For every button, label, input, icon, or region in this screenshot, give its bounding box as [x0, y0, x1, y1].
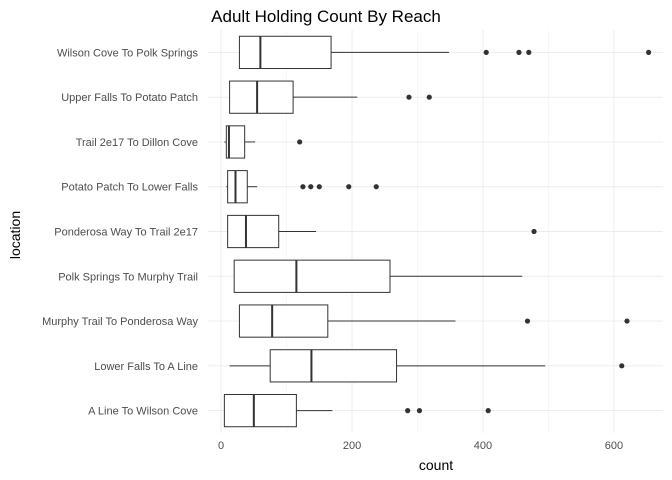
box-group — [238, 304, 630, 338]
outlier-point — [426, 94, 432, 100]
iqr-box — [269, 349, 398, 383]
iqr-box — [229, 80, 294, 114]
outlier-point — [416, 408, 423, 414]
box-group — [229, 349, 625, 383]
y-tick-label: Trail 2e17 To Dillon Cove — [76, 137, 198, 149]
y-tick-label: Polk Springs To Murphy Trail — [58, 271, 198, 283]
outlier-point — [405, 408, 411, 414]
outlier-point — [308, 184, 314, 190]
box-group — [233, 259, 523, 293]
box-group — [229, 80, 432, 114]
y-tick-label: Lower Falls To A Line — [94, 361, 198, 373]
x-tick-label: 0 — [218, 440, 224, 452]
x-tick-label: 600 — [605, 440, 623, 452]
outlier-point — [346, 184, 352, 190]
y-tick-label: Ponderosa Way To Trail 2e17 — [54, 227, 198, 239]
iqr-box — [227, 170, 248, 204]
box-group — [227, 214, 537, 249]
outlier-point — [645, 49, 652, 55]
x-tick-label: 200 — [343, 440, 361, 452]
outlier-point — [624, 318, 630, 324]
x-tick-label: 400 — [474, 440, 492, 452]
iqr-box — [227, 214, 280, 249]
outlier-point — [316, 184, 322, 190]
outlier-point — [619, 363, 625, 369]
y-tick-label: Upper Falls To Potato Patch — [61, 92, 198, 104]
y-axis-title: location — [7, 211, 23, 259]
outlier-point — [516, 49, 522, 55]
outlier-point — [485, 408, 491, 414]
y-tick-label: Wilson Cove To Polk Springs — [57, 47, 199, 59]
box-group — [223, 393, 491, 428]
x-axis-title: count — [419, 457, 453, 473]
outlier-point — [406, 94, 412, 100]
outlier-point — [531, 228, 537, 235]
iqr-box — [233, 259, 391, 293]
box-series — [223, 35, 652, 428]
iqr-box — [238, 35, 332, 70]
outlier-point — [297, 139, 303, 145]
x-tick-labels: 0 200 400 600 — [218, 440, 623, 452]
outlier-point — [524, 318, 531, 324]
y-tick-label: Murphy Trail To Ponderosa Way — [42, 316, 198, 328]
box-group — [238, 35, 652, 70]
box-group — [226, 170, 379, 204]
box-group — [224, 125, 303, 159]
outlier-point — [373, 184, 379, 190]
outlier-point — [300, 184, 306, 190]
iqr-box — [238, 304, 329, 338]
y-tick-label: A Line To Wilson Cove — [88, 406, 198, 418]
chart-title: Adult Holding Count By Reach — [211, 7, 441, 26]
outlier-point — [526, 49, 532, 55]
outlier-point — [483, 49, 489, 55]
iqr-box — [223, 393, 297, 428]
y-tick-labels: A Line To Wilson Cove Lower Falls To A Li… — [42, 47, 198, 417]
y-tick-label: Potato Patch To Lower Falls — [61, 182, 198, 194]
iqr-box — [225, 125, 246, 159]
